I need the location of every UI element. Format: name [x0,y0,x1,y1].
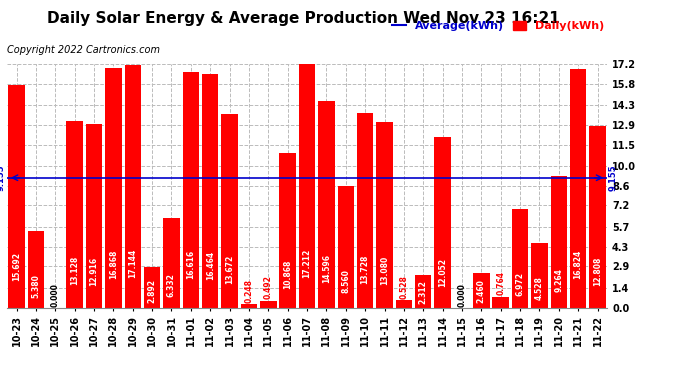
Text: Copyright 2022 Cartronics.com: Copyright 2022 Cartronics.com [7,45,160,55]
Bar [435,137,451,308]
Text: 6.972: 6.972 [515,272,524,296]
Text: 10.868: 10.868 [283,260,292,289]
Bar [357,113,373,308]
Text: 9.155: 9.155 [0,165,6,191]
Text: 13.080: 13.080 [380,256,389,285]
Bar [318,100,335,308]
Text: 12.808: 12.808 [593,256,602,286]
Bar [124,64,141,308]
Bar [202,74,219,307]
Bar [493,297,509,307]
Bar [221,114,238,308]
Text: 16.464: 16.464 [206,251,215,279]
Text: 13.728: 13.728 [361,255,370,284]
Text: 9.264: 9.264 [554,268,563,292]
Text: 13.672: 13.672 [225,255,234,284]
Text: 16.616: 16.616 [186,250,195,279]
Text: 4.528: 4.528 [535,276,544,300]
Bar [299,64,315,308]
Bar [241,304,257,307]
Text: 2.460: 2.460 [477,279,486,303]
Text: 0.492: 0.492 [264,275,273,299]
Bar [570,69,586,308]
Text: 6.332: 6.332 [167,273,176,297]
Bar [279,153,296,308]
Bar [551,176,567,308]
Text: 12.052: 12.052 [438,258,447,287]
Bar [531,243,548,308]
Text: 13.128: 13.128 [70,256,79,285]
Bar [183,72,199,308]
Bar [260,300,277,307]
Text: 5.380: 5.380 [32,274,41,298]
Text: 0.000: 0.000 [51,283,60,307]
Bar [66,122,83,308]
Bar [589,126,606,308]
Bar [376,122,393,308]
Legend: Average(kWh), Daily(kWh): Average(kWh), Daily(kWh) [388,17,609,36]
Text: 0.000: 0.000 [457,283,466,307]
Bar [8,85,25,308]
Bar [86,124,102,308]
Bar [473,273,490,308]
Bar [105,69,121,308]
Text: 2.312: 2.312 [419,280,428,304]
Bar [337,186,354,308]
Text: 17.144: 17.144 [128,249,137,278]
Text: 0.764: 0.764 [496,271,505,295]
Text: 9.155: 9.155 [608,165,617,191]
Bar [415,275,431,308]
Text: 16.824: 16.824 [573,250,582,279]
Text: Daily Solar Energy & Average Production Wed Nov 23 16:21: Daily Solar Energy & Average Production … [47,11,560,26]
Text: 0.528: 0.528 [400,275,408,298]
Text: 2.892: 2.892 [148,279,157,303]
Bar [395,300,412,307]
Bar [144,267,160,308]
Bar [512,209,529,308]
Text: 15.692: 15.692 [12,252,21,281]
Text: 0.248: 0.248 [244,279,253,303]
Text: 16.868: 16.868 [109,249,118,279]
Text: 17.212: 17.212 [302,249,312,278]
Bar [164,218,179,308]
Text: 8.560: 8.560 [342,269,351,293]
Bar [28,231,44,308]
Text: 12.916: 12.916 [90,256,99,285]
Text: 14.596: 14.596 [322,254,331,283]
